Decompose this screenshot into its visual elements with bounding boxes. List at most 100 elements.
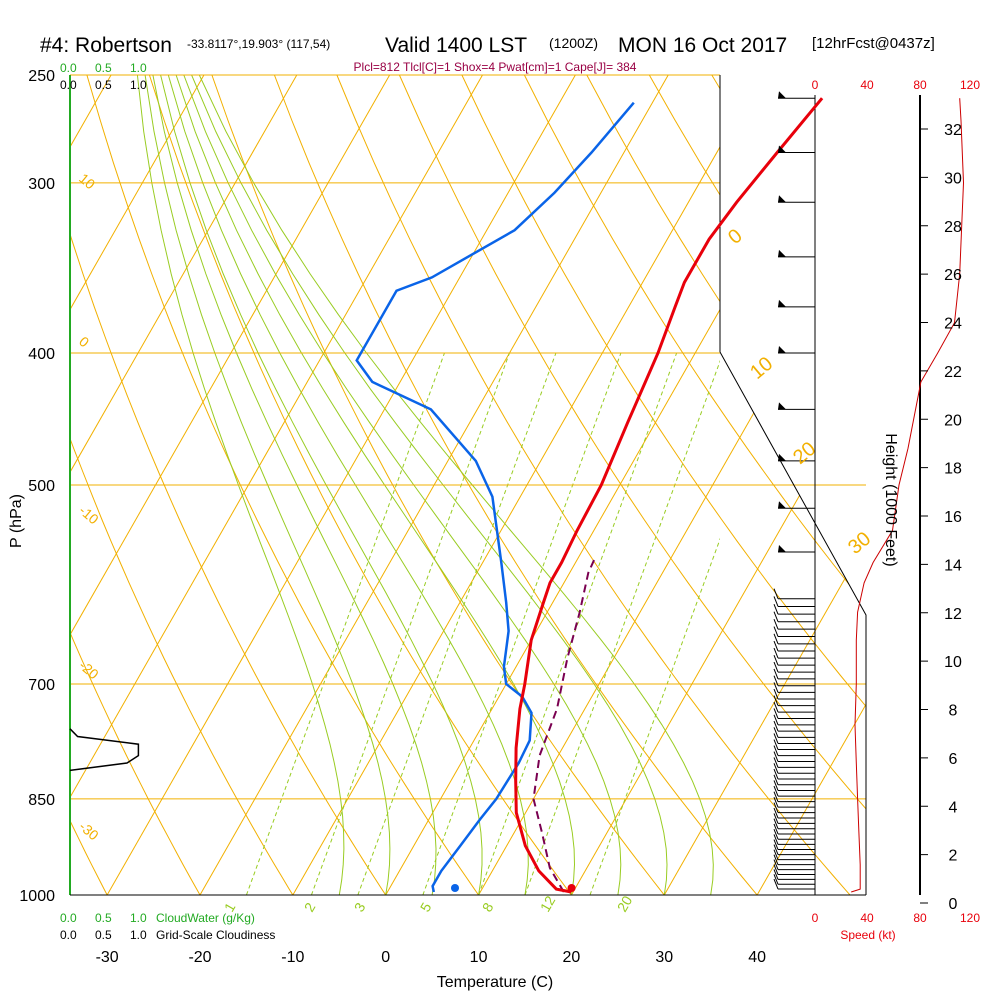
mixing-ratio-line (589, 537, 720, 895)
height-tick-label: 26 (944, 267, 962, 284)
height-tick-label: 32 (944, 122, 962, 139)
utc-time: (1200Z) (549, 35, 598, 51)
speed-tick-bottom: 80 (913, 911, 927, 925)
wind-barb (778, 195, 815, 203)
speed-tick-bottom: 120 (960, 911, 980, 925)
temperature-tick-label: 0 (381, 949, 390, 966)
speed-axis-label: Speed (kt) (840, 928, 895, 942)
cloudiness-tick-top: 0.0 (60, 78, 77, 92)
dry-adiabat-line (70, 75, 217, 895)
temperature-tick-label: -30 (96, 949, 119, 966)
wind-barb (773, 688, 815, 700)
cloudwater-scale-bottom: 0.0 0.5 1.0 CloudWater (g/Kg) 0.0 0.5 1.… (60, 911, 275, 942)
isotherm-label: 0 (76, 333, 92, 350)
isotherm-line (199, 75, 866, 895)
wind-barb (778, 145, 815, 154)
mixing-ratio-line (422, 352, 622, 895)
moist-adiabat-line (136, 75, 345, 895)
speed-tick-top: 0 (812, 78, 819, 92)
mixing-ratio-line (478, 352, 678, 895)
cloudwater-tick-bottom: 0.0 (60, 911, 77, 925)
wind-barb (773, 807, 815, 819)
temperature-tick-label: 30 (655, 949, 673, 966)
height-tick-label: 6 (949, 751, 958, 768)
temperature-ticks: -30 -20 -10 0 10 20 30 40 (96, 949, 767, 966)
cloudwater-tick-top: 0.5 (95, 61, 112, 75)
mixing-ratio-label: 12 (537, 893, 559, 915)
wind-barb (773, 611, 815, 623)
height-tick-label: 2 (949, 848, 958, 865)
dewpoint-trace (355, 101, 635, 893)
wind-barb (773, 844, 815, 856)
moist-adiabat-line (175, 75, 576, 895)
dry-adiabat-line (86, 75, 500, 895)
isotherm-label: -30 (76, 818, 102, 843)
forecast-label: [12hrFcst@0437z] (812, 35, 935, 52)
wind-barb (773, 763, 815, 774)
moist-adiabat-line (191, 75, 668, 895)
wind-barb (773, 618, 815, 630)
isotherm-label: -20 (76, 657, 102, 682)
wind-barb (773, 768, 815, 780)
wind-speed-profile (851, 98, 965, 893)
wind-barb (773, 864, 815, 876)
date-label: MON 16 Oct 2017 (618, 34, 787, 57)
wind-barb (773, 661, 815, 673)
station-name: #4: Robertson (40, 34, 172, 57)
wind-barb (773, 802, 815, 814)
wind-barb (773, 834, 815, 845)
moist-adiabat-line (183, 75, 622, 895)
dry-adiabat-line (336, 75, 866, 895)
wind-barb (773, 626, 815, 638)
wind-barb (778, 501, 815, 509)
wind-barb (773, 714, 815, 726)
height-tick-label: 30 (944, 170, 962, 187)
mixing-ratio-line (245, 352, 445, 895)
wind-speed-line (851, 98, 965, 893)
dry-adiabat-lines (70, 75, 866, 895)
moist-adiabat-line (152, 75, 437, 895)
isotherm-line (570, 75, 866, 895)
speed-tick-bottom: 0 (812, 911, 819, 925)
height-tick-label: 10 (944, 654, 962, 671)
wind-barbs (773, 91, 815, 890)
moist-adiabat-lines (136, 75, 714, 895)
isotherm-line (70, 75, 236, 895)
wind-barb (773, 813, 815, 824)
cloudwater-tick-top: 0.0 (60, 61, 77, 75)
height-tick-label: 14 (944, 557, 962, 574)
wind-barb (773, 708, 815, 719)
height-tick-label: 24 (944, 316, 962, 333)
plot-frame (69, 75, 921, 896)
cloudiness-tick-bottom: 0.0 (60, 928, 77, 942)
isotherm-line (70, 75, 793, 895)
station-coords: -33.8117°,19.903° (117,54) (187, 37, 330, 51)
isotherm-label: -10 (76, 502, 102, 527)
wind-barb (778, 402, 815, 410)
temperature-line (514, 97, 824, 894)
isotherm-label: 10 (76, 170, 98, 192)
wind-barb (773, 647, 815, 659)
dry-adiabat-line (148, 75, 594, 895)
cloudwater-axis-label: CloudWater (g/Kg) (156, 911, 255, 925)
dry-adiabat-line (211, 75, 688, 895)
pressure-tick-label: 300 (28, 176, 55, 193)
mixing-ratio-label: 8 (479, 900, 497, 915)
wind-barb (773, 757, 815, 768)
temperature-tick-label: -20 (188, 949, 211, 966)
mixing-ratio-line (524, 359, 720, 895)
dry-adiabat-line (70, 75, 123, 895)
wind-barb (778, 299, 815, 308)
temperature-tick-label: 40 (748, 949, 766, 966)
isotherm-line (292, 75, 866, 895)
mixing-ratio-lines (245, 352, 720, 895)
y-axis-title: P (hPa) (8, 494, 25, 548)
dry-adiabat-line (648, 75, 866, 895)
wind-barb (773, 878, 815, 890)
moist-adiabat-line (198, 75, 714, 895)
wind-barb (773, 675, 815, 687)
cloudwater-scale-top: 0.0 0.5 1.0 0.0 0.5 1.0 (60, 61, 147, 92)
dry-adiabat-line (461, 75, 866, 895)
